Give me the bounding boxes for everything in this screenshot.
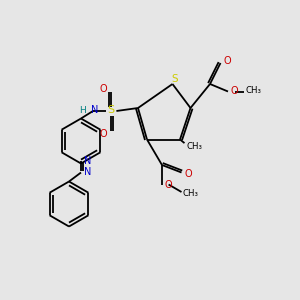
- Text: CH₃: CH₃: [245, 86, 262, 95]
- Text: S: S: [172, 74, 178, 85]
- Text: O: O: [100, 83, 107, 94]
- Text: O: O: [184, 169, 192, 179]
- Text: O: O: [230, 85, 238, 96]
- Text: N: N: [84, 167, 91, 177]
- Text: CH₃: CH₃: [182, 189, 199, 198]
- Text: N: N: [91, 105, 98, 115]
- Text: O: O: [100, 128, 107, 139]
- Text: N: N: [84, 156, 91, 166]
- Text: O: O: [223, 56, 231, 67]
- Text: S: S: [107, 105, 115, 115]
- Text: CH₃: CH₃: [186, 142, 203, 151]
- Text: H: H: [79, 106, 86, 115]
- Text: O: O: [165, 179, 172, 190]
